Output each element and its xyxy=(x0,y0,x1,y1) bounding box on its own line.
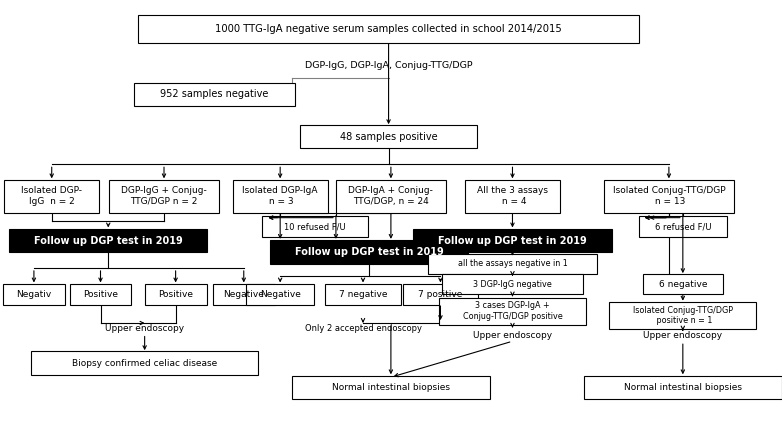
FancyBboxPatch shape xyxy=(134,83,295,106)
Text: Isolated Conjug-TTG/DGP
 positive n = 1: Isolated Conjug-TTG/DGP positive n = 1 xyxy=(633,306,733,325)
Text: DGP-IgG + Conjug-
TTG/DGP n = 2: DGP-IgG + Conjug- TTG/DGP n = 2 xyxy=(121,186,207,206)
Text: Negativ: Negativ xyxy=(16,290,52,299)
FancyBboxPatch shape xyxy=(213,284,274,305)
Text: Follow up DGP test in 2019: Follow up DGP test in 2019 xyxy=(34,236,183,245)
Text: Upper endoscopy: Upper endoscopy xyxy=(473,331,552,340)
Text: Negative: Negative xyxy=(260,290,300,299)
Text: DGP-IgA + Conjug-
TTG/DGP, n = 24: DGP-IgA + Conjug- TTG/DGP, n = 24 xyxy=(349,186,433,206)
Text: Isolated DGP-
IgG  n = 2: Isolated DGP- IgG n = 2 xyxy=(21,186,82,206)
FancyBboxPatch shape xyxy=(292,375,490,399)
Text: Upper endoscopy: Upper endoscopy xyxy=(644,331,723,340)
Text: Negative: Negative xyxy=(224,290,264,299)
FancyBboxPatch shape xyxy=(465,180,560,213)
Text: 48 samples positive: 48 samples positive xyxy=(339,132,437,142)
FancyBboxPatch shape xyxy=(262,216,368,237)
FancyBboxPatch shape xyxy=(4,180,99,213)
Text: All the 3 assays
 n = 4: All the 3 assays n = 4 xyxy=(477,186,548,206)
FancyBboxPatch shape xyxy=(428,254,597,273)
FancyBboxPatch shape xyxy=(270,240,468,264)
Text: Isolated DGP-IgA
 n = 3: Isolated DGP-IgA n = 3 xyxy=(242,186,318,206)
Text: Positive: Positive xyxy=(83,290,118,299)
Text: 3 DGP-IgG negative: 3 DGP-IgG negative xyxy=(473,279,552,288)
Text: 6 refused F/U: 6 refused F/U xyxy=(655,222,711,231)
FancyBboxPatch shape xyxy=(439,298,586,325)
Text: 6 negative: 6 negative xyxy=(658,279,707,288)
FancyBboxPatch shape xyxy=(414,229,612,252)
FancyBboxPatch shape xyxy=(232,180,328,213)
FancyBboxPatch shape xyxy=(31,351,258,375)
Text: Upper endoscopy: Upper endoscopy xyxy=(105,324,185,333)
FancyBboxPatch shape xyxy=(300,125,477,148)
Text: 1000 TTG-IgA negative serum samples collected in school 2014/2015: 1000 TTG-IgA negative serum samples coll… xyxy=(215,24,562,34)
FancyBboxPatch shape xyxy=(9,229,207,252)
Text: Normal intestinal biopsies: Normal intestinal biopsies xyxy=(332,383,450,392)
FancyBboxPatch shape xyxy=(403,284,479,305)
FancyBboxPatch shape xyxy=(70,284,131,305)
Text: Isolated Conjug-TTG/DGP
 n = 13: Isolated Conjug-TTG/DGP n = 13 xyxy=(612,186,725,206)
Text: Follow up DGP test in 2019: Follow up DGP test in 2019 xyxy=(295,247,443,257)
Text: 7 positive: 7 positive xyxy=(418,290,463,299)
FancyBboxPatch shape xyxy=(609,302,756,329)
Text: 10 refused F/U: 10 refused F/U xyxy=(284,222,346,231)
Text: Normal intestinal biopsies: Normal intestinal biopsies xyxy=(624,383,742,392)
Text: Positive: Positive xyxy=(158,290,193,299)
FancyBboxPatch shape xyxy=(583,375,782,399)
FancyBboxPatch shape xyxy=(246,284,314,305)
Text: DGP-IgG, DGP-IgA, Conjug-TTG/DGP: DGP-IgG, DGP-IgA, Conjug-TTG/DGP xyxy=(305,61,472,70)
FancyBboxPatch shape xyxy=(3,284,65,305)
FancyBboxPatch shape xyxy=(138,15,640,43)
Text: 7 negative: 7 negative xyxy=(339,290,387,299)
Text: 3 cases DGP-IgA +
Conjug-TTG/DGP positive: 3 cases DGP-IgA + Conjug-TTG/DGP positiv… xyxy=(463,302,562,321)
FancyBboxPatch shape xyxy=(145,284,206,305)
Text: Only 2 accepted endoscopy: Only 2 accepted endoscopy xyxy=(304,324,421,333)
FancyBboxPatch shape xyxy=(639,216,726,237)
Text: 952 samples negative: 952 samples negative xyxy=(160,89,268,100)
FancyBboxPatch shape xyxy=(335,180,447,213)
Text: Follow up DGP test in 2019: Follow up DGP test in 2019 xyxy=(438,236,586,245)
Text: Biopsy confirmed celiac disease: Biopsy confirmed celiac disease xyxy=(72,359,217,368)
FancyBboxPatch shape xyxy=(325,284,401,305)
FancyBboxPatch shape xyxy=(109,180,220,213)
FancyBboxPatch shape xyxy=(442,274,583,294)
FancyBboxPatch shape xyxy=(643,274,723,294)
FancyBboxPatch shape xyxy=(604,180,734,213)
Text: all the assays negative in 1: all the assays negative in 1 xyxy=(457,259,568,268)
